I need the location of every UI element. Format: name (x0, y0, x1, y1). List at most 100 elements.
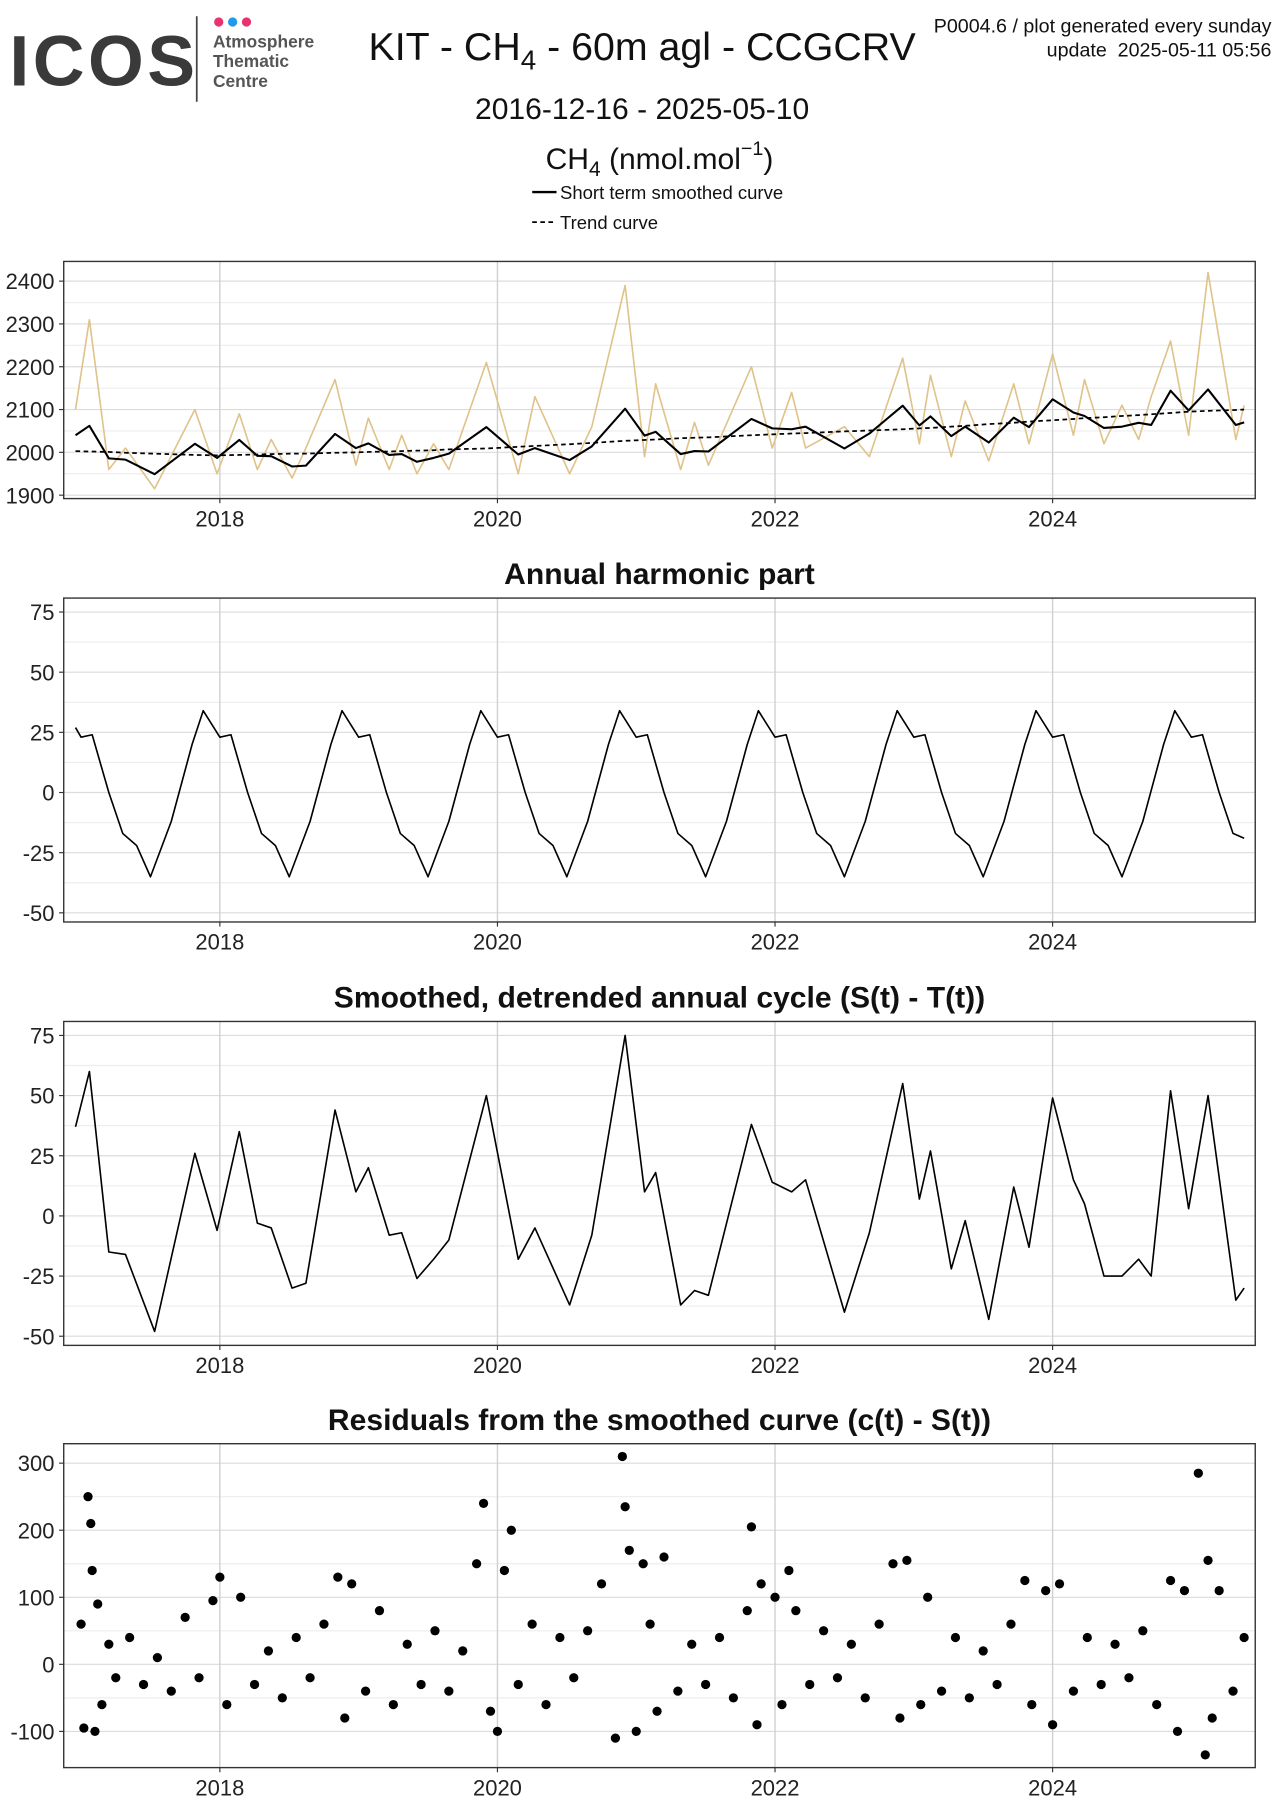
y-tick-label: 2200 (6, 355, 55, 380)
x-tick-label: 2022 (751, 1353, 800, 1378)
point (746, 1522, 757, 1532)
point (1172, 1726, 1183, 1737)
label-part: CH (546, 143, 589, 176)
point (1214, 1585, 1224, 1596)
point (916, 1699, 926, 1710)
y-tick-label: 50 (30, 1084, 54, 1109)
point (1203, 1555, 1213, 1566)
point (1006, 1619, 1016, 1629)
y-tick-label: 50 (30, 660, 54, 685)
curve (74, 388, 1245, 476)
point (430, 1626, 440, 1636)
y-tick-label: 0 (42, 1204, 54, 1229)
point (1200, 1750, 1210, 1760)
point (333, 1572, 343, 1582)
point (1179, 1585, 1190, 1596)
point (93, 1599, 103, 1609)
y-tick-label: 75 (30, 1024, 54, 1049)
x-tick-label: 2020 (473, 506, 522, 531)
x-tick-label: 2024 (1028, 1775, 1077, 1800)
point (964, 1693, 974, 1703)
label-subscript: 4 (589, 158, 601, 181)
point (617, 1451, 627, 1462)
legend-label: Trend curve (560, 212, 658, 233)
y-tick-label: 200 (18, 1518, 55, 1543)
y-tick-label: -50 (23, 901, 55, 926)
y-tick-label: -25 (23, 1264, 55, 1289)
point (492, 1726, 503, 1737)
logo-dot (214, 17, 224, 27)
point (950, 1632, 961, 1643)
point (895, 1713, 905, 1723)
logo-line: Atmosphere (213, 31, 315, 51)
plot-area (63, 1021, 1256, 1346)
y-tick-label: 2000 (6, 440, 55, 465)
point (860, 1693, 870, 1703)
point (583, 1626, 593, 1636)
point (1138, 1626, 1148, 1636)
main-title: KIT - CH4 - 60m agl - CCGCRV (369, 25, 917, 75)
plot-border (63, 597, 1256, 923)
legend-label: Short term smoothed curve (560, 182, 783, 203)
y-tick-label: 25 (30, 1144, 54, 1169)
point (742, 1606, 752, 1616)
point (527, 1619, 537, 1629)
point (291, 1632, 301, 1643)
point (305, 1673, 315, 1683)
point (1207, 1713, 1217, 1723)
point (610, 1733, 621, 1743)
panel-title: Smoothed, detrended annual cycle (S(t) -… (334, 982, 985, 1015)
point (166, 1686, 176, 1696)
y-tick-label: 2400 (6, 269, 55, 294)
raw-data (74, 271, 1245, 490)
x-tick-label: 2018 (195, 930, 244, 955)
point (1054, 1579, 1065, 1589)
panel: -100 0 100 200 300 2018 2020 2022 2024 Residuals … (10, 1404, 1256, 1800)
point (902, 1555, 912, 1566)
point (978, 1646, 988, 1656)
label-part: (nmol.mol (601, 143, 741, 176)
point (111, 1673, 121, 1683)
point (1082, 1632, 1092, 1643)
x-tick-label: 2018 (195, 506, 244, 531)
point (569, 1673, 579, 1683)
point (1110, 1639, 1120, 1649)
curve (75, 408, 1245, 457)
point (805, 1679, 815, 1690)
point (1068, 1686, 1079, 1696)
logo-text: ICOS (9, 22, 198, 102)
panel: 1900 2000 2100 2200 2300 2400 2018 2020 2022 2024 (6, 260, 1256, 531)
point (152, 1653, 163, 1663)
point (360, 1686, 371, 1696)
point (208, 1595, 218, 1606)
y-axis-label: CH4 (nmol.mol−1) (546, 138, 774, 181)
point (923, 1592, 933, 1602)
y-tick-label: 300 (18, 1451, 55, 1476)
panel-title: Annual harmonic part (504, 558, 815, 591)
label-part: ) (763, 143, 773, 176)
y-tick-label: 100 (18, 1585, 55, 1610)
point (756, 1579, 766, 1589)
point (673, 1686, 683, 1696)
point (86, 1518, 96, 1529)
point (1047, 1720, 1058, 1730)
logo-line: Thematic (213, 51, 289, 71)
logo-line: Centre (213, 71, 268, 91)
point (659, 1552, 669, 1562)
point (478, 1498, 489, 1509)
point (1165, 1575, 1176, 1586)
point (1239, 1632, 1249, 1643)
point (624, 1545, 634, 1555)
x-tick-label: 2022 (751, 506, 800, 531)
label-superscript: −1 (741, 138, 763, 160)
point (784, 1565, 794, 1576)
x-tick-label: 2022 (751, 930, 800, 955)
point (714, 1632, 725, 1643)
y-tick-label: 0 (42, 1652, 54, 1677)
point (1096, 1679, 1106, 1690)
point (818, 1626, 829, 1636)
point (194, 1673, 204, 1683)
point (90, 1726, 100, 1737)
point (555, 1632, 565, 1643)
plot-note: P0004.6 / plot generated every sunday (934, 15, 1272, 37)
